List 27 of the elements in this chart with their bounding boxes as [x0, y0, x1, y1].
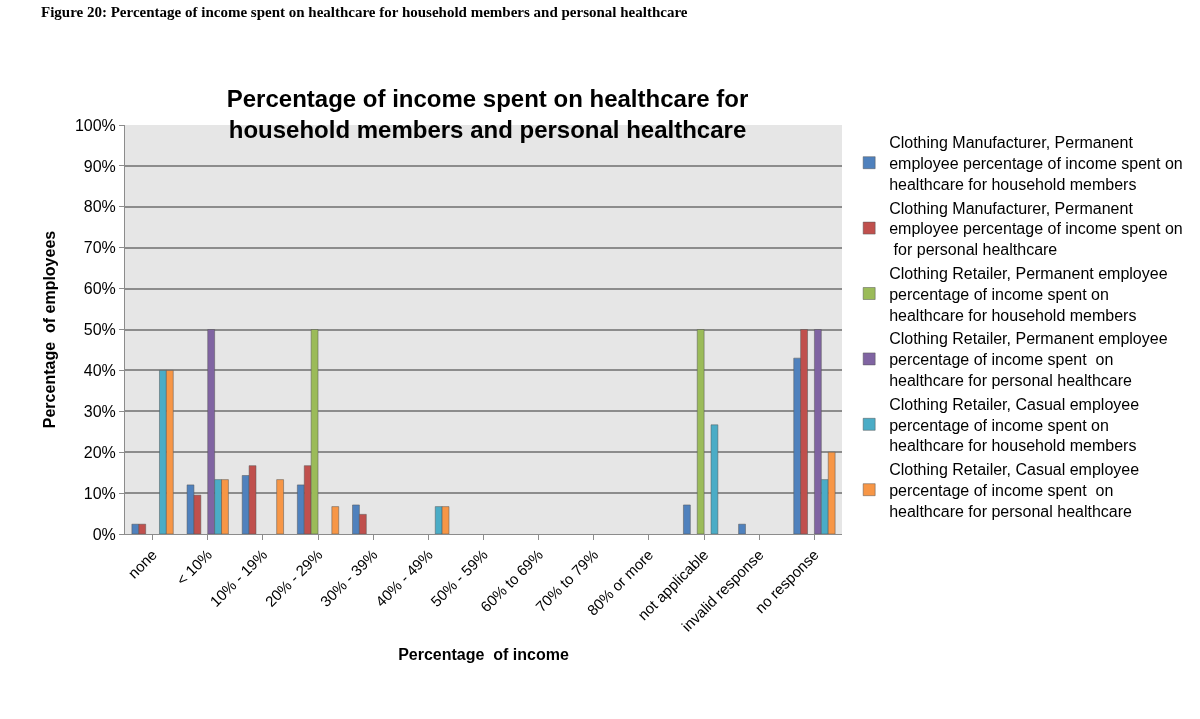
y-tick-label: 70% [83, 239, 116, 257]
legend-label: Clothing Manufacturer, Permanent employee percentage of income spent on for personal healthcare [889, 199, 1183, 259]
y-tick-label: 10% [83, 484, 116, 502]
legend-label: Clothing Retailer, Permanent employee percentage of income spent on healthcare for personal healthcare [889, 330, 1168, 389]
caption: Figure 20: Percentage of income spent on healthcare for household members and personal healthcare [41, 4, 688, 20]
legend-label: Clothing Retailer, Permanent employee percentage of income spent on healthcare for household members [889, 264, 1168, 324]
y-tick-label: 30% [83, 402, 116, 420]
bar [696, 329, 705, 534]
chart-title: Percentage of income spent on healthcare for household members and personal healthcare [226, 85, 749, 144]
y-tick-label: 50% [83, 321, 116, 339]
legend-label: Clothing Manufacturer, Permanent employee percentage of income spent on healthcare for household members [889, 134, 1183, 193]
y-tick-label: 60% [83, 280, 116, 298]
y-tick-label: 80% [83, 198, 116, 216]
y-tick-label: 0% [92, 525, 116, 543]
x-axis-title: Percentage of income [398, 646, 569, 664]
y-tick-label: 20% [83, 443, 116, 461]
y-tick-label: 90% [83, 157, 116, 175]
y-axis-title: Percentage of employees [40, 230, 58, 429]
bar [738, 523, 746, 534]
bar [331, 506, 339, 534]
y-tick-label: 40% [83, 362, 116, 379]
bar [710, 424, 719, 534]
y-tick-label: 100% [74, 116, 116, 134]
bar [276, 479, 284, 534]
bar [683, 504, 691, 534]
legend-label: Clothing Retailer, Casual employee percentage of income spent on healthcare for household members [889, 395, 1140, 455]
legend-label: Clothing Retailer, Casual employee percentage of income spent on healthcare for personal healthcare [889, 461, 1140, 520]
